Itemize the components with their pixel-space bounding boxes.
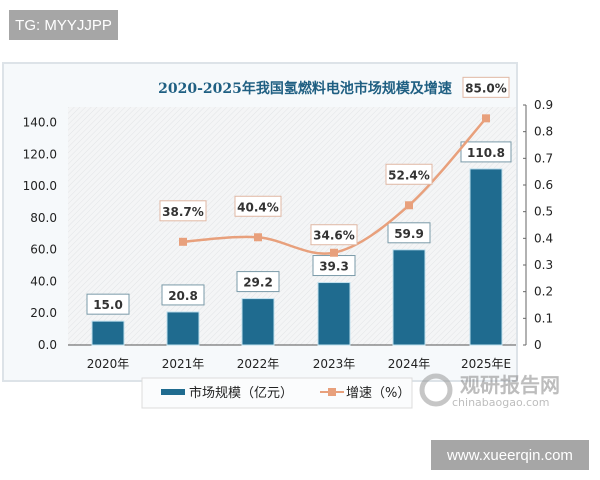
logo-watermark: 观研报告网 chinabaogao.com <box>419 373 560 409</box>
bar-label: 20.8 <box>168 289 198 303</box>
bar <box>241 298 275 346</box>
growth-label: 38.7% <box>162 205 204 219</box>
svg-text:观研报告网: 观研报告网 <box>460 373 560 397</box>
growth-label: 85.0% <box>465 81 507 95</box>
growth-label-box <box>385 163 433 185</box>
right-tick-label: 0.1 <box>534 311 553 325</box>
growth-label-box <box>159 200 207 222</box>
bar <box>317 282 351 346</box>
growth-marker <box>482 114 490 123</box>
right-tick-label: 0.3 <box>534 258 553 272</box>
right-tick-label: 0.5 <box>534 205 553 219</box>
right-tick-label: 0.7 <box>534 151 553 165</box>
growth-label-box <box>310 224 358 246</box>
growth-marker <box>179 237 187 246</box>
x-tick-label: 2023年 <box>313 357 356 371</box>
bar-label: 39.3 <box>319 260 349 274</box>
growth-label: 34.6% <box>313 229 355 243</box>
right-tick-label: 0.9 <box>534 98 553 112</box>
bar <box>392 249 426 346</box>
bar-label-box <box>161 284 205 306</box>
right-tick-label: 0.8 <box>534 125 553 139</box>
bar-label-box <box>387 222 431 244</box>
legend-line-label: 增速（%） <box>346 386 410 401</box>
legend-bar-swatch <box>161 389 185 395</box>
right-tick-label: 0.6 <box>534 178 553 192</box>
legend: 市场规模（亿元） 增速（%） <box>141 377 413 409</box>
legend-bar-label: 市场规模（亿元） <box>189 385 293 401</box>
growth-marker <box>330 248 338 257</box>
bar <box>166 311 200 346</box>
x-tick-label: 2022年 <box>237 357 280 371</box>
left-tick-label: 140.0 <box>23 116 57 130</box>
growth-label: 40.4% <box>237 200 279 214</box>
svg-text:chinabaogao.com: chinabaogao.com <box>452 396 550 409</box>
bar-label: 29.2 <box>243 276 273 290</box>
bar-label: 110.8 <box>467 146 505 160</box>
x-tick-label: 2024年 <box>388 357 431 371</box>
left-tick-label: 100.0 <box>23 179 57 193</box>
bar-label-box <box>460 141 512 163</box>
bar-label-box <box>86 293 130 315</box>
chart-title: 2020-2025年我国氢燃料电池市场规模及增速 <box>158 80 452 97</box>
growth-marker <box>405 201 413 210</box>
growth-label-box <box>462 76 510 98</box>
left-tick-label: 120.0 <box>23 147 57 161</box>
left-tick-label: 80.0 <box>30 211 57 225</box>
growth-marker <box>254 233 262 242</box>
bar <box>91 320 125 346</box>
plot-area <box>68 107 516 345</box>
watermark-bottom: www.xueerqin.com <box>431 440 589 470</box>
watermark-top: TG: MYYJJPP <box>9 10 118 40</box>
right-tick-label: 0.2 <box>534 285 553 299</box>
legend-line-swatch <box>328 388 336 396</box>
left-tick-label: 20.0 <box>30 306 57 320</box>
x-tick-label: 2025年E <box>461 357 511 371</box>
right-tick-label: 0.4 <box>534 231 553 245</box>
bar-label: 15.0 <box>93 298 123 312</box>
left-tick-label: 0.0 <box>38 338 57 352</box>
bar <box>469 168 503 346</box>
left-tick-label: 60.0 <box>30 243 57 257</box>
growth-label: 52.4% <box>388 168 430 182</box>
bar-label-box <box>236 271 280 293</box>
left-tick-label: 40.0 <box>30 274 57 288</box>
right-tick-label: 0 <box>534 338 542 352</box>
x-tick-label: 2021年 <box>162 357 205 371</box>
x-tick-label: 2020年 <box>87 357 130 371</box>
bar-label: 59.9 <box>394 227 424 241</box>
growth-label-box <box>234 195 282 217</box>
